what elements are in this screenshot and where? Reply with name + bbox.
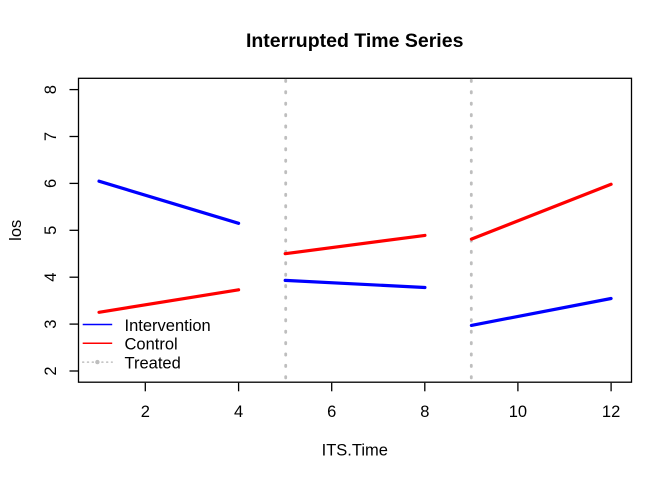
svg-text:2: 2: [42, 366, 60, 375]
svg-text:2: 2: [141, 403, 150, 421]
svg-text:12: 12: [602, 403, 620, 421]
svg-text:5: 5: [42, 226, 60, 235]
svg-text:ITS.Time: ITS.Time: [322, 442, 388, 460]
svg-text:4: 4: [42, 273, 60, 282]
svg-text:7: 7: [42, 132, 60, 141]
svg-text:8: 8: [42, 85, 60, 94]
svg-text:6: 6: [42, 179, 60, 188]
svg-text:Interrupted Time Series: Interrupted Time Series: [246, 30, 464, 52]
svg-text:6: 6: [327, 403, 336, 421]
svg-text:Treated: Treated: [125, 355, 181, 373]
svg-text:3: 3: [42, 320, 60, 329]
svg-text:Intervention: Intervention: [125, 317, 211, 335]
svg-text:los: los: [7, 220, 25, 241]
svg-text:4: 4: [234, 403, 243, 421]
svg-text:Control: Control: [125, 336, 178, 354]
svg-text:10: 10: [509, 403, 527, 421]
svg-text:8: 8: [420, 403, 429, 421]
